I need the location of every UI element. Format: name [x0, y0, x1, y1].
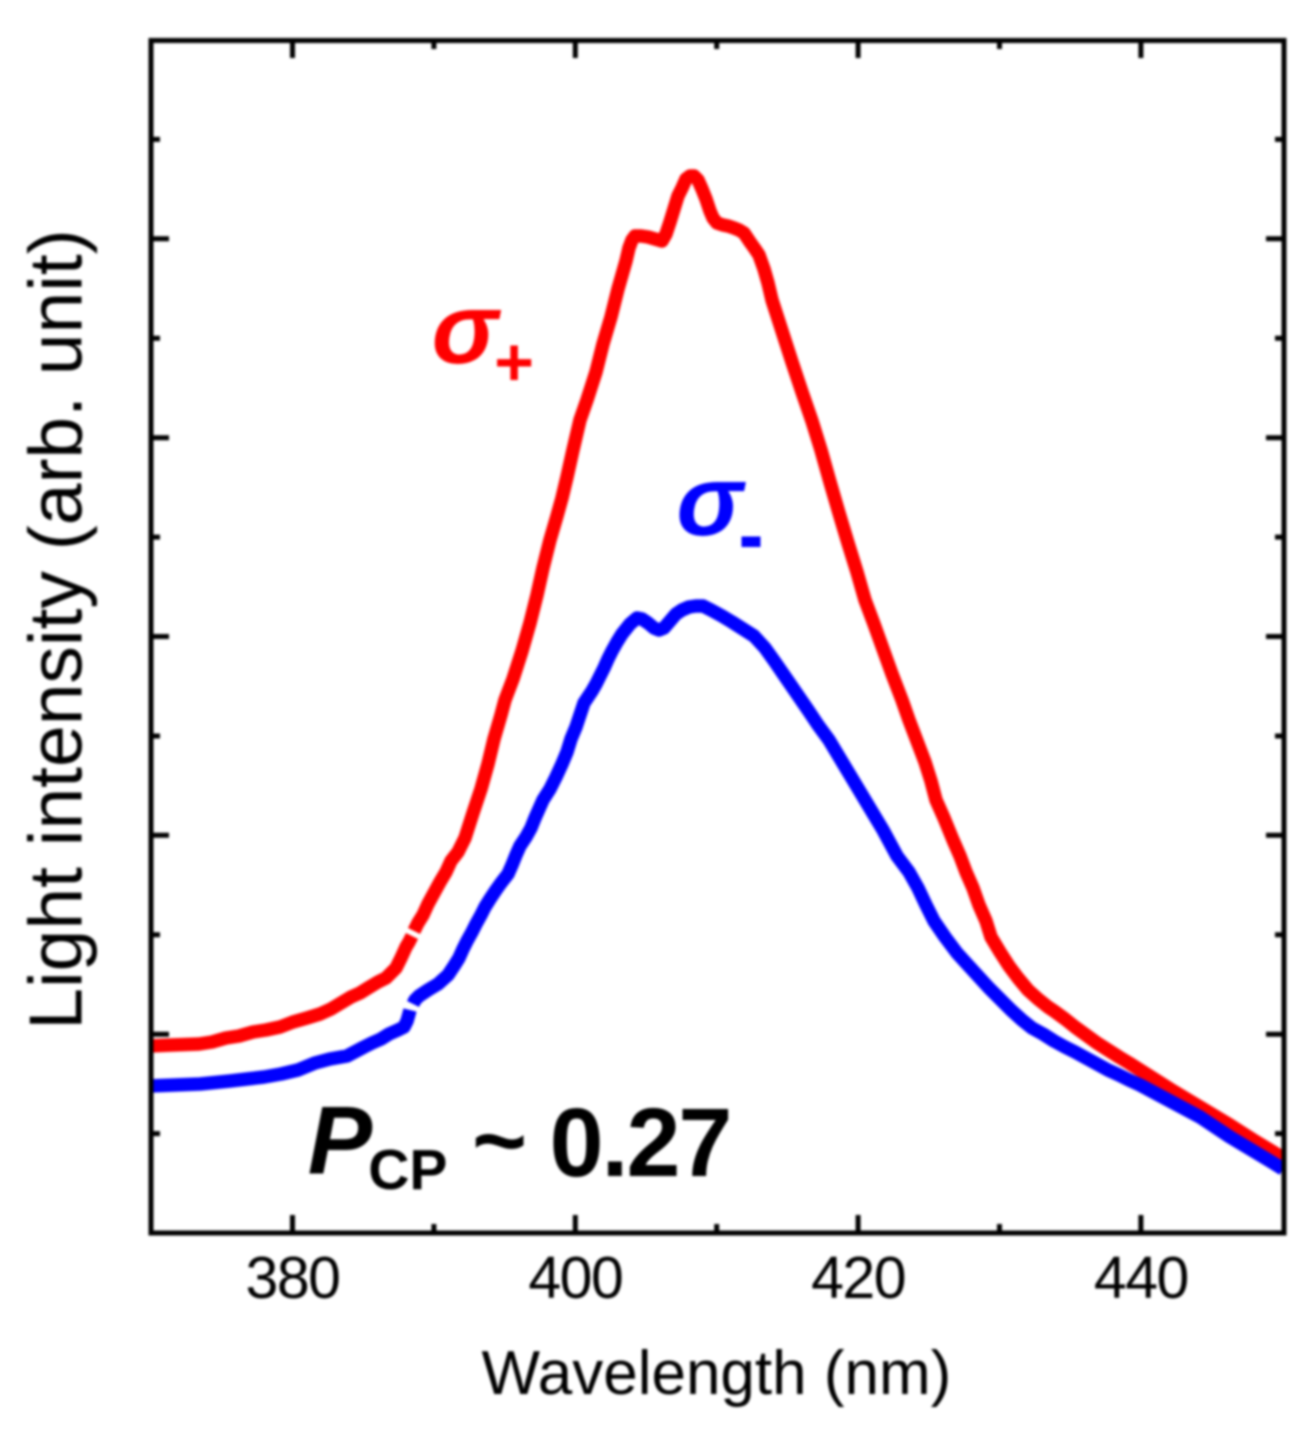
svg-text:σ: σ	[676, 445, 746, 557]
svg-text:~: ~	[472, 1088, 527, 1193]
svg-text:400: 400	[528, 1245, 622, 1311]
svg-text:420: 420	[811, 1245, 905, 1311]
svg-text:σ: σ	[432, 273, 502, 385]
svg-text:440: 440	[1094, 1245, 1188, 1311]
svg-text:Light intensity (arb. unit): Light intensity (arb. unit)	[14, 229, 98, 1029]
svg-text:+: +	[494, 325, 534, 401]
svg-text:0.27: 0.27	[550, 1088, 731, 1197]
svg-text:CP: CP	[368, 1138, 447, 1202]
svg-text:Wavelength (nm): Wavelength (nm)	[482, 1339, 952, 1408]
svg-text:380: 380	[246, 1245, 340, 1311]
svg-text:P: P	[308, 1087, 373, 1194]
